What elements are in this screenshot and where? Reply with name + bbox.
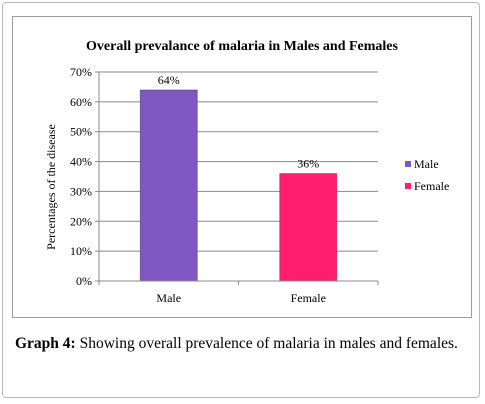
figure-frame: Overall prevalance of malaria in Males a… bbox=[2, 2, 480, 398]
x-tick-label-male: Male bbox=[156, 291, 181, 305]
y-tick-label: 30% bbox=[70, 184, 92, 198]
y-tick-label: 50% bbox=[70, 125, 92, 139]
legend-label-male: Male bbox=[414, 156, 439, 171]
y-tick-label: 20% bbox=[70, 214, 92, 228]
y-tick-label: 40% bbox=[70, 155, 92, 169]
data-label-male: 64% bbox=[158, 73, 180, 87]
bar-female bbox=[279, 173, 338, 282]
caption-text: Showing overall prevalence of malaria in… bbox=[79, 335, 458, 352]
chart-area: Overall prevalance of malaria in Males a… bbox=[12, 16, 472, 318]
legend-label-female: Female bbox=[414, 178, 450, 193]
bar-male bbox=[139, 89, 198, 282]
chart-title: Overall prevalance of malaria in Males a… bbox=[86, 39, 398, 54]
chart-legend: Male Female bbox=[405, 153, 449, 197]
y-axis-label: Percentages of the disease bbox=[44, 124, 58, 250]
legend-item-male: Male bbox=[405, 153, 449, 175]
figure-caption: Graph 4: Showing overall prevalence of m… bbox=[15, 334, 471, 354]
bar-chart: 0%10%20%30%40%50%60%70%64%Male36%Female … bbox=[44, 65, 379, 305]
y-tick-label: 70% bbox=[70, 65, 92, 79]
y-tick-label: 0% bbox=[76, 274, 92, 288]
legend-swatch-female bbox=[405, 183, 411, 189]
legend-item-female: Female bbox=[405, 175, 449, 197]
y-tick-label: 60% bbox=[70, 95, 92, 109]
y-tick-label: 10% bbox=[70, 244, 92, 258]
data-label-female: 36% bbox=[297, 157, 319, 171]
x-tick-label-female: Female bbox=[291, 291, 326, 305]
caption-label: Graph 4: bbox=[15, 335, 76, 352]
legend-swatch-male bbox=[405, 161, 411, 167]
